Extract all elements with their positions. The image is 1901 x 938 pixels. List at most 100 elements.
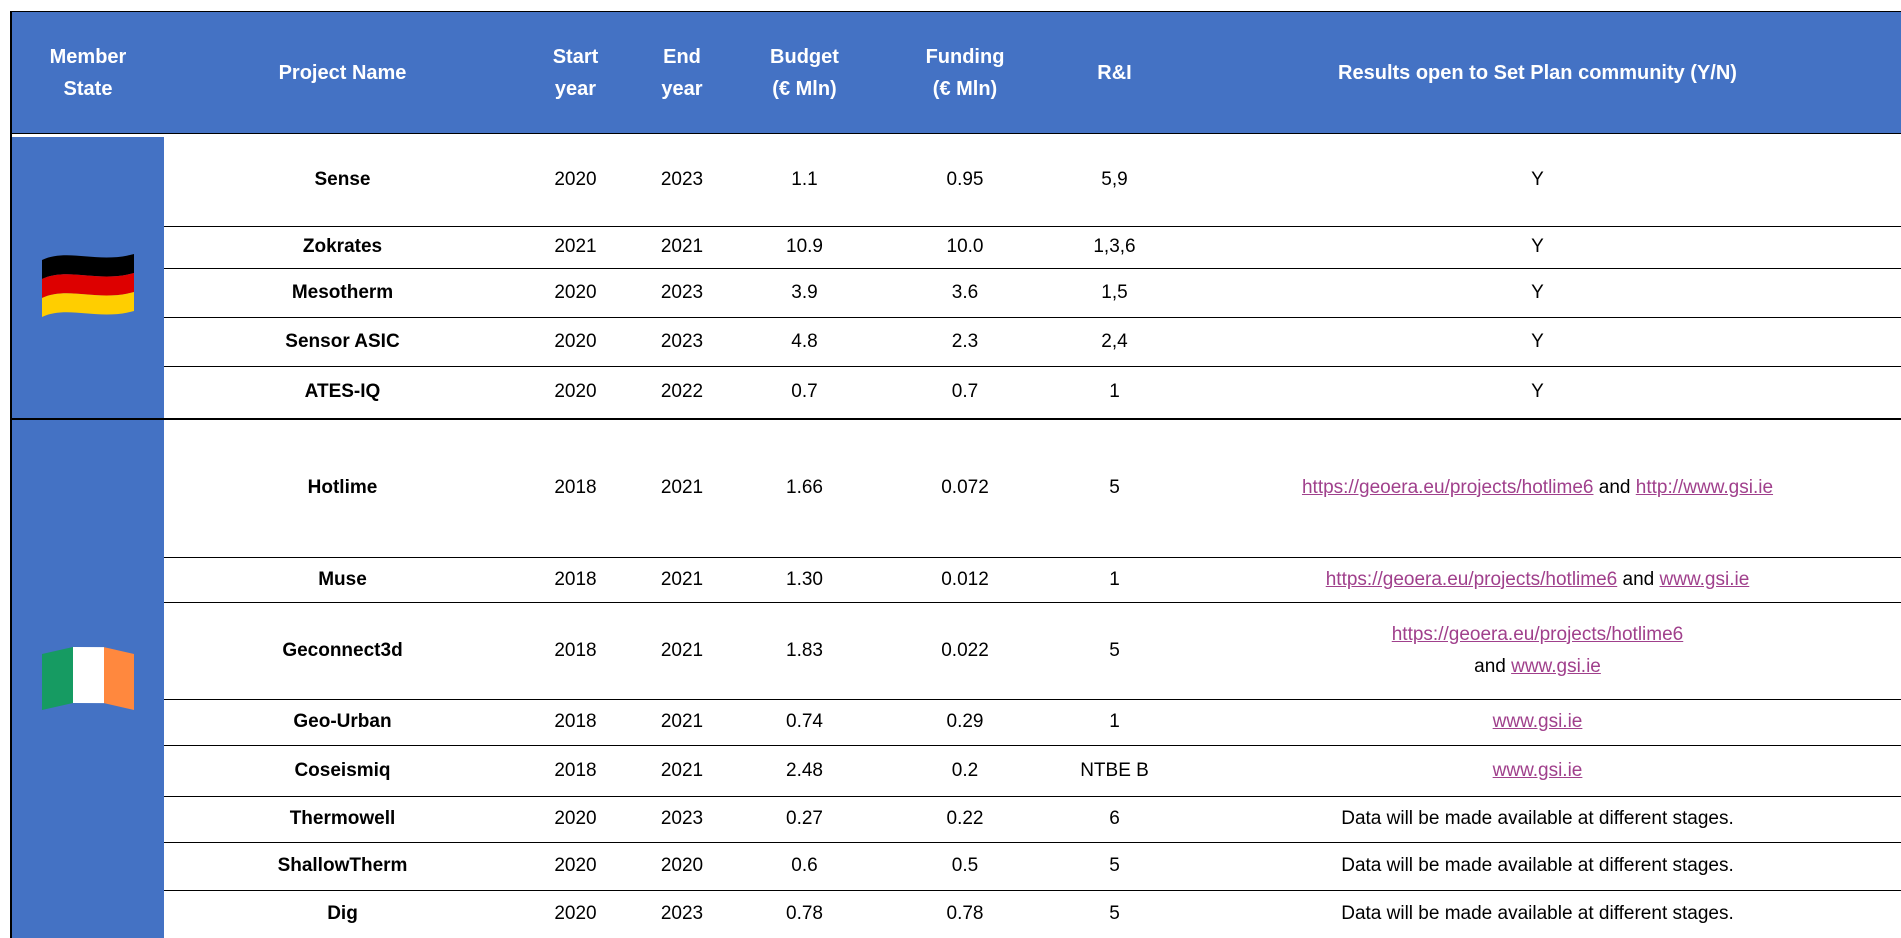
cell-text: ShallowTherm <box>277 855 408 876</box>
cell-text: 2021 <box>660 639 704 661</box>
header-text: year <box>554 77 597 100</box>
table-cell: Geconnect3d <box>164 602 521 699</box>
results-link[interactable]: www.gsi.ie <box>1492 711 1583 732</box>
cell-text: 1 <box>1109 568 1120 590</box>
table-cell: 2022 <box>630 366 734 418</box>
header-text: Start <box>552 45 599 68</box>
cell-text: 0.74 <box>786 711 823 732</box>
results-link[interactable]: www.gsi.ie <box>1659 568 1750 590</box>
results-link[interactable]: https://geoera.eu/projects/hotlime6 <box>1391 623 1684 645</box>
cell-text: 5 <box>1109 903 1120 924</box>
table-cell: 2021 <box>630 557 734 602</box>
cell-text: 1.30 <box>786 568 823 590</box>
results-link[interactable]: www.gsi.ie <box>1511 655 1601 677</box>
cell-text: 10.9 <box>786 236 823 257</box>
cell-text: 2020 <box>554 381 597 402</box>
table-cell: 0.7 <box>734 366 875 418</box>
results-link[interactable]: www.gsi.ie <box>1492 759 1583 781</box>
table-cell: 2023 <box>630 317 734 366</box>
table-cell: 2020 <box>521 133 630 226</box>
table-cell: 2020 <box>521 842 630 890</box>
row-border <box>164 557 1901 558</box>
cell-text: 2020 <box>660 855 704 876</box>
header-text: Funding <box>925 45 1005 68</box>
table-cell: 2020 <box>521 268 630 317</box>
table-cell: NTBE B <box>1055 745 1174 796</box>
results-text: and <box>1622 568 1655 590</box>
table-cell: Dig <box>164 890 521 938</box>
header-text: Results open to Set Plan community (Y/N) <box>1338 61 1737 84</box>
row-border <box>12 418 1901 420</box>
cell-text: 2018 <box>554 476 597 498</box>
table-cell: ShallowTherm <box>164 842 521 890</box>
results-text: Y <box>1531 281 1544 303</box>
table-cell: 0.29 <box>875 699 1055 745</box>
cell-text: 6 <box>1109 808 1120 829</box>
results-cell: Data will be made available at different… <box>1174 842 1901 890</box>
top-border <box>10 11 1901 12</box>
table-cell: 2018 <box>521 418 630 557</box>
header-cell: End year <box>630 12 734 133</box>
table-cell: Hotlime <box>164 418 521 557</box>
results-line: https://geoera.eu/projects/hotlime6 and … <box>1326 564 1750 596</box>
results-cell: https://geoera.eu/projects/hotlime6 and w… <box>1174 602 1901 699</box>
header-text: Project Name <box>278 61 407 84</box>
table-cell: 0.072 <box>875 418 1055 557</box>
results-line: Y <box>1531 277 1544 309</box>
table-cell: Mesotherm <box>164 268 521 317</box>
cell-text: 10.0 <box>946 236 984 257</box>
results-line: https://geoera.eu/projects/hotlime6 and … <box>1302 472 1773 504</box>
table-cell: 1.83 <box>734 602 875 699</box>
table-cell: 1,5 <box>1055 268 1174 317</box>
left-border <box>10 11 12 938</box>
cell-text: Geconnect3d <box>282 639 403 661</box>
table-cell: 2021 <box>630 226 734 268</box>
table-cell: 2.3 <box>875 317 1055 366</box>
cell-text: Coseismiq <box>294 759 391 781</box>
cell-text: 2018 <box>554 759 597 781</box>
cell-text: 0.6 <box>791 855 818 876</box>
cell-text: 2018 <box>554 711 597 732</box>
table-cell: 1.66 <box>734 418 875 557</box>
table-cell: 5 <box>1055 418 1174 557</box>
row-border <box>164 890 1901 891</box>
cell-text: 2021 <box>660 711 704 732</box>
cell-text: 1.83 <box>786 639 823 661</box>
cell-text: 0.22 <box>946 808 984 829</box>
results-link[interactable]: https://geoera.eu/projects/hotlime6 <box>1325 568 1618 590</box>
table-cell: 2018 <box>521 557 630 602</box>
results-cell: https://geoera.eu/projects/hotlime6 and … <box>1174 418 1901 557</box>
cell-text: 2.3 <box>951 330 979 352</box>
cell-text: Hotlime <box>307 476 378 498</box>
cell-text: 2023 <box>660 808 704 829</box>
cell-text: Sense <box>314 168 371 190</box>
results-text: Y <box>1531 330 1544 352</box>
cell-text: 0.29 <box>946 711 984 732</box>
table-cell: 0.012 <box>875 557 1055 602</box>
table-cell: 10.9 <box>734 226 875 268</box>
results-cell: Y <box>1174 133 1901 226</box>
table-cell: 2020 <box>630 842 734 890</box>
table-cell: Thermowell <box>164 796 521 842</box>
cell-text: 2023 <box>660 903 704 924</box>
header-text: year <box>661 77 703 100</box>
table-cell: 1,3,6 <box>1055 226 1174 268</box>
results-cell: Data will be made available at different… <box>1174 796 1901 842</box>
cell-text: 2020 <box>554 903 597 924</box>
flag-icon <box>42 647 134 710</box>
cell-text: ATES-IQ <box>304 381 381 402</box>
cell-text: 2022 <box>660 381 704 402</box>
results-line: Data will be made available at different… <box>1341 898 1734 930</box>
header-cell: Budget (€ Mln) <box>734 12 875 133</box>
table-cell: 2023 <box>630 890 734 938</box>
table-cell: 2021 <box>630 699 734 745</box>
cell-text: 2018 <box>554 568 597 590</box>
results-link[interactable]: https://geoera.eu/projects/hotlime6 <box>1301 476 1594 498</box>
header-text: End <box>663 45 701 68</box>
table-cell: 1.30 <box>734 557 875 602</box>
flag-stripe <box>42 647 73 710</box>
cell-text: 2021 <box>660 568 704 590</box>
cell-text: 1,5 <box>1101 281 1128 303</box>
cell-text: 0.78 <box>946 903 984 924</box>
results-link[interactable]: http://www.gsi.ie <box>1635 476 1774 498</box>
